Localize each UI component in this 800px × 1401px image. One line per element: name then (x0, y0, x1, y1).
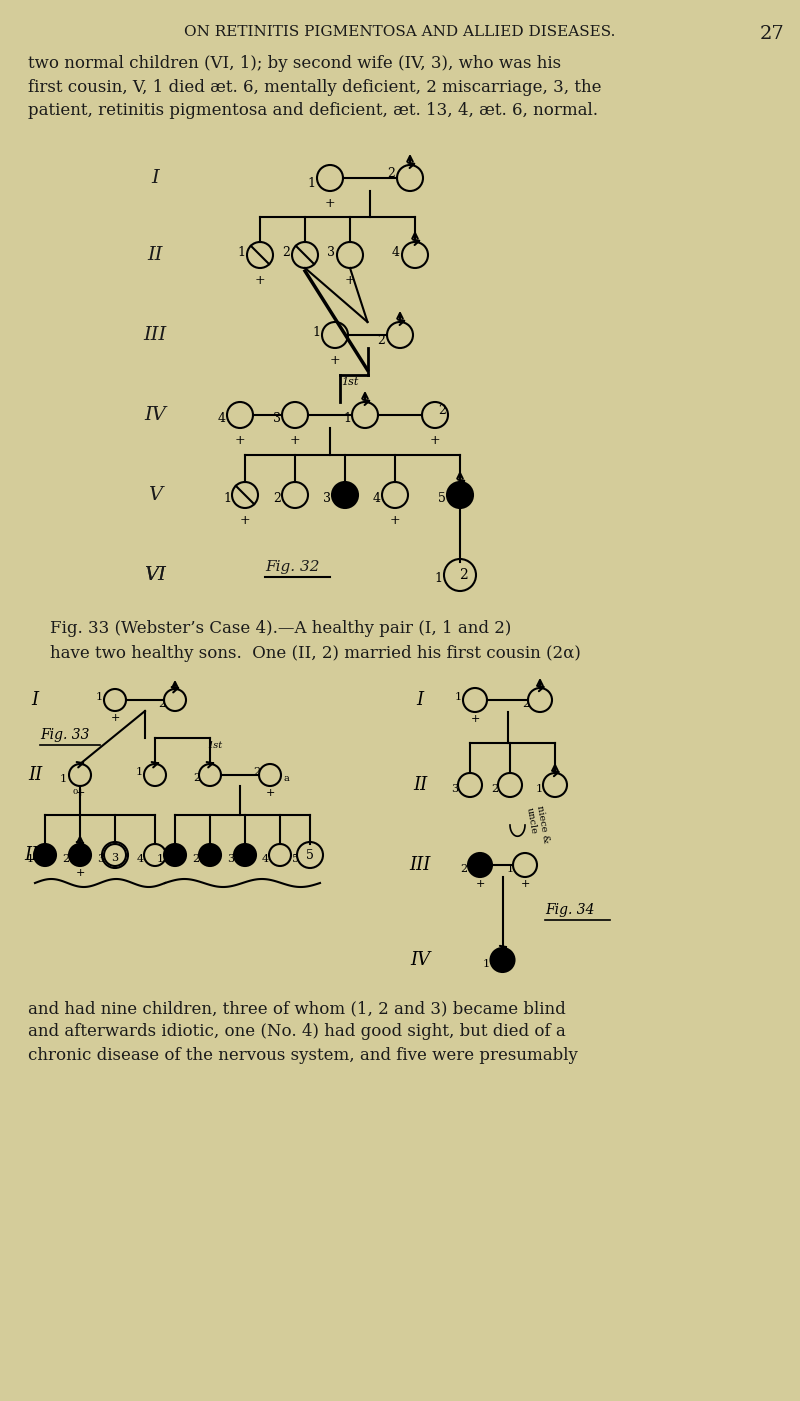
Text: 1: 1 (455, 692, 462, 702)
Text: 3: 3 (327, 245, 335, 259)
Text: +: + (325, 198, 335, 210)
Text: Fig. 33: Fig. 33 (40, 729, 90, 743)
Text: 1: 1 (96, 692, 103, 702)
Text: 1: 1 (536, 785, 543, 794)
Text: 1st: 1st (342, 377, 358, 387)
Text: 2: 2 (387, 167, 395, 179)
Text: 4: 4 (137, 855, 144, 864)
Text: 1: 1 (136, 766, 143, 778)
Circle shape (468, 853, 492, 877)
Text: 4: 4 (218, 412, 226, 425)
Text: +: + (240, 514, 250, 527)
Text: +: + (290, 434, 300, 447)
Text: I: I (417, 691, 423, 709)
Text: 2: 2 (438, 403, 446, 416)
Text: I: I (31, 691, 38, 709)
Circle shape (34, 843, 56, 866)
Text: I: I (151, 170, 159, 186)
Text: +: + (520, 878, 530, 890)
Text: 2: 2 (491, 785, 498, 794)
Text: 2: 2 (253, 766, 260, 778)
Text: 2: 2 (460, 864, 467, 874)
Text: +: + (430, 434, 440, 447)
Text: niece &
uncle: niece & uncle (525, 804, 550, 846)
Text: 3: 3 (97, 855, 104, 864)
Text: 27: 27 (760, 25, 785, 43)
Text: and had nine children, three of whom (1, 2 and 3) became blind
and afterwards id: and had nine children, three of whom (1,… (28, 1000, 578, 1063)
Text: 2: 2 (282, 245, 290, 259)
Text: 1: 1 (157, 855, 164, 864)
Text: +: + (110, 713, 120, 723)
Circle shape (234, 843, 256, 866)
Text: V: V (148, 486, 162, 504)
Text: 2: 2 (62, 855, 69, 864)
Text: 3: 3 (451, 785, 458, 794)
Text: +: + (470, 715, 480, 724)
Circle shape (69, 843, 91, 866)
Circle shape (164, 843, 186, 866)
Text: II: II (147, 247, 162, 263)
Text: +: + (475, 878, 485, 890)
Text: +: + (330, 354, 340, 367)
Text: 3: 3 (227, 855, 234, 864)
Text: IV: IV (410, 951, 430, 969)
Text: 1: 1 (507, 864, 514, 874)
Circle shape (447, 482, 473, 509)
Text: 3: 3 (323, 492, 331, 504)
Text: +: + (75, 787, 85, 799)
Circle shape (490, 948, 514, 972)
Text: 1st: 1st (207, 741, 222, 750)
Text: 2: 2 (192, 855, 199, 864)
Text: Fig. 33 (Webster’s Case 4).—A healthy pair (I, 1 and 2)
have two healthy sons.  : Fig. 33 (Webster’s Case 4).—A healthy pa… (50, 621, 581, 661)
Text: II: II (28, 766, 42, 785)
Text: III: III (410, 856, 430, 874)
Text: Fig. 34: Fig. 34 (545, 904, 594, 918)
Text: ON RETINITIS PIGMENTOSA AND ALLIED DISEASES.: ON RETINITIS PIGMENTOSA AND ALLIED DISEA… (184, 25, 616, 39)
Text: 2: 2 (458, 567, 467, 581)
Text: +: + (345, 275, 355, 287)
Text: 4: 4 (373, 492, 381, 504)
Text: 1: 1 (223, 492, 231, 504)
Circle shape (199, 843, 221, 866)
Text: 0: 0 (72, 787, 78, 796)
Text: III: III (24, 846, 46, 864)
Text: a: a (284, 773, 290, 783)
Text: 5: 5 (306, 849, 314, 862)
Circle shape (332, 482, 358, 509)
Text: 1: 1 (312, 325, 320, 339)
Text: III: III (143, 326, 166, 345)
Text: 4: 4 (262, 855, 269, 864)
Text: VI: VI (144, 566, 166, 584)
Text: +: + (254, 275, 266, 287)
Text: II: II (413, 776, 427, 794)
Text: +: + (266, 787, 274, 799)
Text: VI: VI (144, 566, 166, 584)
Text: 1: 1 (307, 177, 315, 189)
Text: 1: 1 (482, 960, 490, 969)
Text: 1: 1 (60, 773, 67, 785)
Text: +: + (234, 434, 246, 447)
Text: 2: 2 (158, 699, 165, 709)
Text: +: + (75, 869, 85, 878)
Text: 3: 3 (273, 412, 281, 425)
Text: 5: 5 (292, 855, 299, 864)
Text: 4: 4 (392, 245, 400, 259)
Text: Fig. 32: Fig. 32 (265, 560, 319, 574)
Text: 1: 1 (27, 855, 34, 864)
Text: 1: 1 (434, 572, 442, 584)
Text: +: + (390, 514, 400, 527)
Text: 2: 2 (273, 492, 281, 504)
Text: 3: 3 (111, 853, 118, 863)
Text: 2: 2 (522, 699, 529, 709)
Text: 5: 5 (438, 492, 446, 504)
Text: two normal children (VI, 1); by second wife (IV, 3), who was his
first cousin, V: two normal children (VI, 1); by second w… (28, 55, 602, 119)
Text: IV: IV (144, 406, 166, 425)
Text: 1: 1 (343, 412, 351, 425)
Text: 2: 2 (193, 773, 200, 783)
Text: 2: 2 (377, 333, 385, 346)
Text: 1: 1 (237, 245, 245, 259)
